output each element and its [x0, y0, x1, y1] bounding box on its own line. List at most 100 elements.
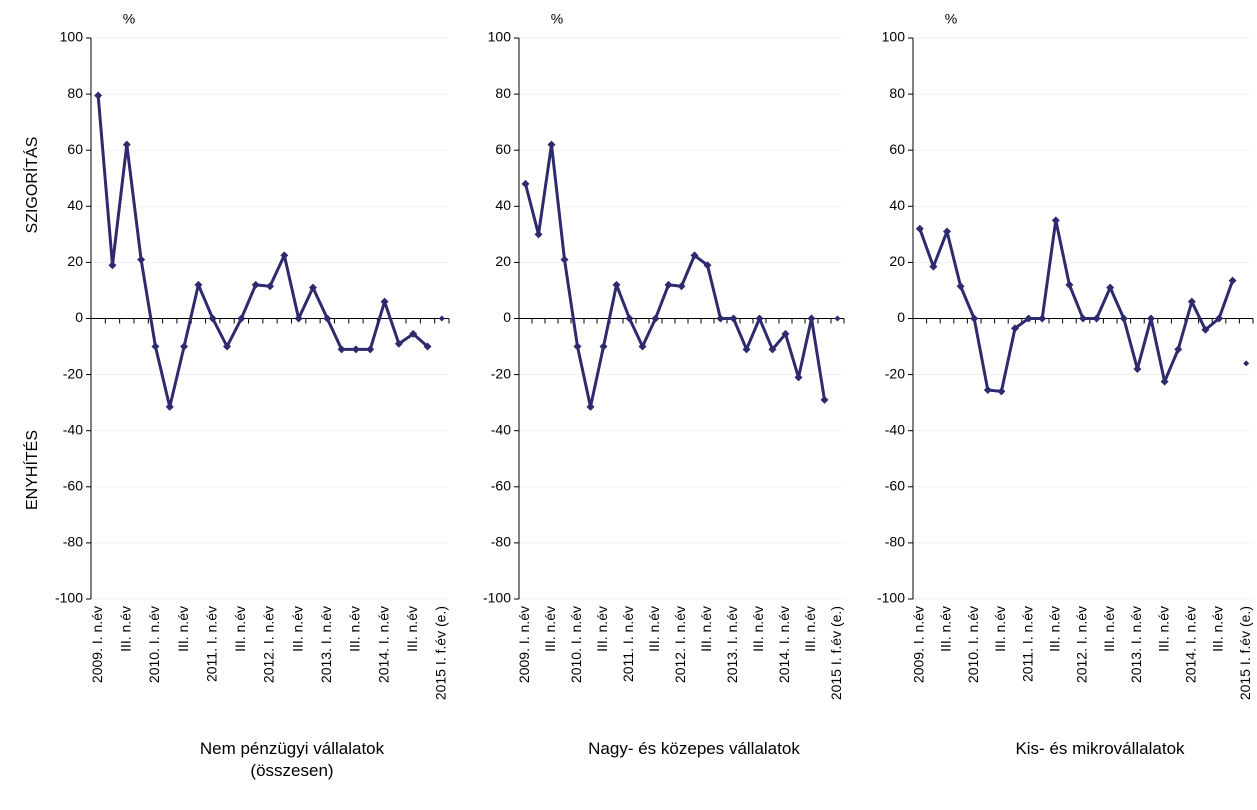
x-tick-label: 2009. I. n.év [516, 606, 532, 683]
marker [1243, 360, 1250, 367]
marker [755, 314, 764, 323]
marker [409, 329, 418, 338]
marker [997, 387, 1006, 396]
y-tick-label: 100 [882, 29, 906, 45]
marker [1174, 345, 1183, 354]
x-tick-label: 2010. I. n.év [965, 606, 981, 683]
marker [94, 91, 103, 100]
x-tick-label: 2011. I. n.év [203, 606, 219, 682]
unit-label: % [945, 11, 957, 27]
y-label: SZIGORÍTÁS [22, 137, 41, 234]
marker [180, 342, 189, 351]
marker [956, 282, 965, 291]
marker [1215, 314, 1223, 323]
marker [586, 402, 595, 411]
x-tick-label: III. n.év [992, 606, 1008, 652]
marker [664, 280, 673, 289]
y-tick-label: 60 [889, 141, 905, 157]
x-tick-label: III. n.év [698, 606, 714, 652]
x-tick-label: III. n.év [594, 606, 610, 652]
marker [1228, 276, 1237, 285]
marker [742, 345, 751, 354]
unit-label: % [123, 11, 135, 27]
marker [1065, 280, 1074, 289]
marker [208, 314, 217, 323]
marker [560, 255, 569, 264]
caption: Nagy- és közepes vállalatok [588, 739, 800, 758]
marker [108, 261, 117, 270]
x-tick-label: III. n.év [646, 606, 662, 652]
marker [1133, 364, 1142, 373]
marker [834, 315, 841, 322]
line [96, 95, 429, 409]
x-tick-label: 2015 I. f.év (e.) [828, 606, 844, 700]
marker [807, 314, 816, 323]
marker [573, 342, 582, 351]
x-tick-label: 2013. I. n.év [724, 606, 740, 683]
x-tick-label: 2012. I. n.év [261, 606, 277, 683]
marker [677, 282, 686, 291]
y-tick-label: -100 [55, 590, 83, 606]
marker [1079, 314, 1087, 323]
marker [781, 329, 790, 338]
y-tick-label: -60 [63, 478, 83, 494]
x-tick-label: III. n.év [1101, 606, 1117, 652]
y-tick-label: -100 [877, 590, 905, 606]
marker [351, 345, 360, 354]
x-tick-label: 2009. I. n.év [89, 606, 105, 683]
y-tick-label: 0 [503, 309, 511, 325]
marker [768, 345, 777, 354]
marker [1187, 297, 1196, 306]
x-tick-label: 2010. I. n.év [146, 606, 162, 683]
marker [638, 342, 647, 351]
x-tick-label: 2009. I. n.év [911, 606, 927, 683]
x-tick-label: 2011. I. n.év [1019, 606, 1035, 682]
y-tick-label: -40 [63, 421, 83, 437]
y-tick-label: -20 [63, 365, 83, 381]
x-tick-label: III. n.év [175, 606, 191, 652]
x-tick-label: III. n.év [232, 606, 248, 652]
x-tick-label: III. n.év [1155, 606, 1171, 652]
y-tick-label: -80 [885, 534, 905, 550]
y-tick-label: -80 [63, 534, 83, 550]
caption: Kis- és mikrovállalatok [1015, 739, 1185, 758]
x-tick-label: 2014. I. n.év [776, 606, 792, 683]
x-tick-label: III. n.év [118, 606, 134, 652]
marker [534, 230, 543, 239]
marker [438, 315, 445, 322]
line [524, 143, 826, 409]
marker [394, 339, 403, 348]
y-tick-label: -40 [491, 421, 511, 437]
marker [729, 314, 738, 323]
marker [943, 227, 951, 236]
marker [266, 282, 274, 291]
marker [1106, 283, 1115, 292]
line [918, 218, 1235, 393]
y-tick-label: -60 [491, 478, 511, 494]
marker [337, 345, 346, 354]
marker [294, 314, 303, 323]
marker [251, 280, 260, 289]
marker [423, 342, 432, 351]
x-tick-label: 2011. I. n.év [620, 606, 636, 682]
y-tick-label: -100 [483, 590, 511, 606]
x-tick-label: III. n.év [1210, 606, 1226, 652]
y-tick-label: 20 [67, 253, 83, 269]
x-tick-label: III. n.év [289, 606, 305, 652]
x-tick-label: III. n.év [542, 606, 558, 652]
x-tick-label: 2014. I. n.év [1183, 606, 1199, 683]
marker [1038, 314, 1047, 323]
y-tick-label: 40 [495, 197, 511, 213]
marker [599, 342, 608, 351]
marker [703, 261, 712, 270]
unit-label: % [551, 11, 563, 27]
y-label: ENYHÍTÉS [22, 430, 41, 510]
x-tick-label: 2015 I. f.év (e.) [433, 606, 449, 700]
marker [690, 251, 699, 260]
marker [983, 386, 992, 395]
marker [794, 373, 803, 382]
caption: Nem pénzügyi vállalatok (összesen) [199, 739, 385, 780]
marker [929, 262, 938, 271]
x-tick-label: 2012. I. n.év [672, 606, 688, 683]
